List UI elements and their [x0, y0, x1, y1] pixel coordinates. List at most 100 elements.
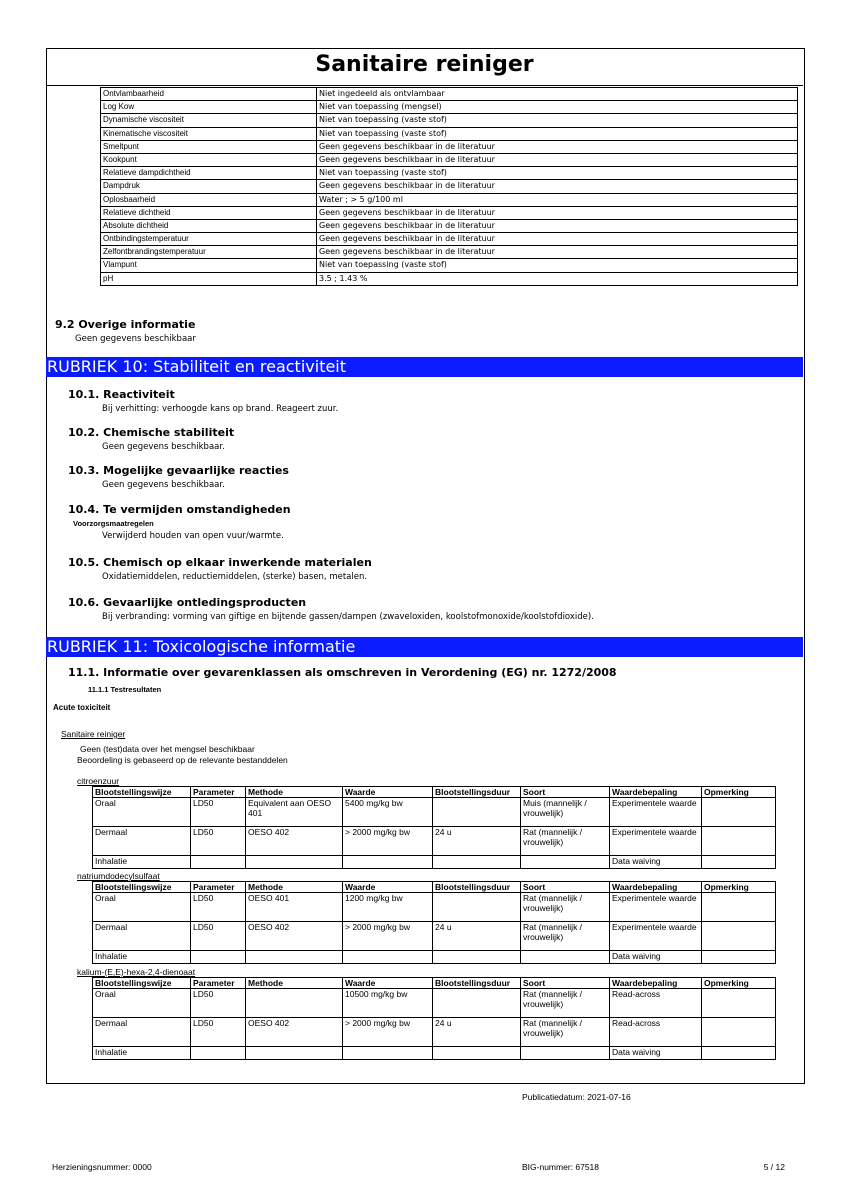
property-value: Water ; > 5 g/100 ml	[316, 192, 798, 207]
publication-date: Publicatiedatum: 2021-07-16	[522, 1092, 631, 1102]
cell	[701, 855, 776, 869]
toxicity-table: Blootstellingswijze Parameter Methode Waard…	[92, 977, 776, 1060]
cell: Dermaal	[92, 921, 191, 951]
cell	[432, 797, 521, 827]
cell: Rat (mannelijk / vrouwelijk)	[520, 988, 610, 1018]
header-row: Blootstellingswijze Parameter Methode Waard…	[92, 786, 776, 798]
property-value: Niet van toepassing (mengsel)	[316, 100, 798, 115]
cell: Equivalent aan OESO 401	[245, 797, 343, 827]
cell: Inhalatie	[92, 1046, 191, 1060]
big-number: BIG-nummer: 67518	[522, 1162, 600, 1172]
cell: Data waiving	[609, 855, 702, 869]
cell	[245, 855, 343, 869]
mixture-name: Sanitaire reiniger	[61, 729, 126, 739]
cell: 24 u	[432, 921, 521, 951]
cell: 1200 mg/kg bw	[342, 892, 433, 922]
property-value: Niet van toepassing (vaste stof)	[316, 258, 798, 273]
data-row: Oraal LD50 Equivalent aan OESO 401 5400 mg/…	[92, 797, 776, 827]
property-name: Oplosbaarheid	[100, 192, 317, 207]
section-heading: 10.1. Reactiviteit	[68, 388, 175, 401]
cell: 24 u	[432, 1017, 521, 1047]
toxicity-table: Blootstellingswijze Parameter Methode Waard…	[92, 786, 776, 869]
property-name: Dampdruk	[100, 179, 317, 194]
column-header: Opmerking	[701, 977, 776, 989]
data-row: Oraal LD50 OESO 401 1200 mg/kg bw Rat (manne…	[92, 892, 776, 922]
cell	[190, 855, 246, 869]
column-header: Methode	[245, 881, 343, 893]
cell: LD50	[190, 1017, 246, 1047]
data-row: Dermaal LD50 OESO 402 > 2000 mg/kg bw 24 u Ra…	[92, 921, 776, 951]
property-name: Dynamische viscositeit	[100, 113, 317, 128]
substance-name: natriumdodecylsulfaat	[77, 871, 160, 881]
cell	[701, 950, 776, 964]
cell: OESO 402	[245, 1017, 343, 1047]
cell	[245, 988, 343, 1018]
property-value: Niet van toepassing (vaste stof)	[316, 113, 798, 128]
cell: Oraal	[92, 797, 191, 827]
property-row: Kookpunt Geen gegevens beschikbaar in de …	[100, 152, 798, 168]
cell	[245, 1046, 343, 1060]
cell: LD50	[190, 826, 246, 856]
property-row: Absolute dichtheid Geen gegevens beschikb…	[100, 218, 798, 234]
property-value: Niet ingedeeld als ontvlambaar	[316, 86, 798, 102]
cell: OESO 402	[245, 826, 343, 856]
section-heading: 10.3. Mogelijke gevaarlijke reacties	[68, 464, 289, 477]
column-header: Parameter	[190, 977, 246, 989]
property-value: Geen gegevens beschikbaar in de literatu…	[316, 232, 798, 247]
cell: OESO 401	[245, 892, 343, 922]
column-header: Waardebepaling	[609, 786, 702, 798]
cell: Oraal	[92, 988, 191, 1018]
property-name: Relatieve dampdichtheid	[100, 166, 317, 181]
property-name: Relatieve dichtheid	[100, 205, 317, 220]
section-heading: 10.4. Te vermijden omstandigheden	[68, 503, 291, 516]
cell	[190, 1046, 246, 1060]
data-row: Inhalatie Data waiving	[92, 855, 776, 869]
page-frame	[46, 48, 805, 1084]
cell	[342, 855, 433, 869]
section-text: Oxidatiemiddelen, reductiemiddelen, (ste…	[102, 572, 368, 582]
cell: Experimentele waarde	[609, 892, 702, 922]
property-row: Relatieve dichtheid Geen gegevens beschik…	[100, 205, 798, 220]
property-value: Geen gegevens beschikbaar in de literatu…	[316, 245, 798, 260]
property-value: Geen gegevens beschikbaar in de literatu…	[316, 139, 798, 154]
property-value: 3.5 ; 1.43 %	[316, 271, 798, 286]
property-row: Dynamische viscositeit Niet van toepassin…	[100, 113, 798, 128]
column-header: Blootstellingswijze	[92, 881, 191, 893]
column-header: Blootstellingswijze	[92, 977, 191, 989]
document-title: Sanitaire reiniger	[315, 52, 534, 77]
cell: 5400 mg/kg bw	[342, 797, 433, 827]
rubriek-band: RUBRIEK 11: Toxicologische informatie	[46, 637, 803, 657]
property-row: Zelfontbrandingstemperatuur Geen gegevens…	[100, 245, 798, 260]
property-name: Ontbindingstemperatuur	[100, 232, 317, 247]
property-row: Dampdruk Geen gegevens beschikbaar in de …	[100, 179, 798, 194]
cell	[520, 1046, 610, 1060]
cell: Oraal	[92, 892, 191, 922]
cell: Muis (mannelijk / vrouwelijk)	[520, 797, 610, 827]
column-header: Parameter	[190, 881, 246, 893]
cell	[432, 988, 521, 1018]
section-heading: 9.2 Overige informatie	[55, 318, 196, 331]
cell	[701, 797, 776, 827]
property-name: Kinematische viscositeit	[100, 126, 317, 141]
column-header: Methode	[245, 977, 343, 989]
column-header: Soort	[520, 881, 610, 893]
section-heading: 10.5. Chemisch op elkaar inwerkende mate…	[68, 556, 372, 569]
property-row: Ontvlambaarheid Niet ingedeeld als ontvla…	[100, 86, 798, 102]
cell: LD50	[190, 921, 246, 951]
property-name: Vlampunt	[100, 258, 317, 273]
cell: Dermaal	[92, 826, 191, 856]
column-header: Opmerking	[701, 881, 776, 893]
property-row: Vlampunt Niet van toepassing (vaste stof)	[100, 258, 798, 273]
cell	[520, 855, 610, 869]
property-row: Kinematische viscositeit Niet van toepass…	[100, 126, 798, 141]
property-name: pH	[100, 271, 317, 286]
cell	[520, 950, 610, 964]
cell: Read-across	[609, 1017, 702, 1047]
section-heading: 11.1. Informatie over gevarenklassen als…	[68, 666, 617, 679]
cell	[432, 950, 521, 964]
cell	[245, 950, 343, 964]
cell	[701, 988, 776, 1018]
cell	[432, 1046, 521, 1060]
property-value: Geen gegevens beschikbaar in de literatu…	[316, 218, 798, 234]
